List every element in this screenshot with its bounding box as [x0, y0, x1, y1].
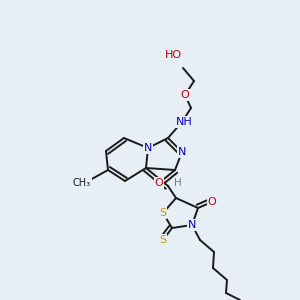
Text: O: O	[154, 178, 164, 188]
Text: N: N	[144, 143, 152, 153]
Text: HO: HO	[164, 50, 182, 60]
Text: S: S	[159, 235, 167, 245]
Text: CH₃: CH₃	[73, 178, 91, 188]
Text: N: N	[178, 147, 186, 157]
Text: N: N	[188, 220, 196, 230]
Text: S: S	[159, 208, 167, 218]
Text: H: H	[174, 178, 182, 188]
Text: O: O	[208, 197, 216, 207]
Text: NH: NH	[176, 117, 192, 127]
Text: H: H	[174, 53, 182, 63]
Text: O: O	[181, 90, 189, 100]
